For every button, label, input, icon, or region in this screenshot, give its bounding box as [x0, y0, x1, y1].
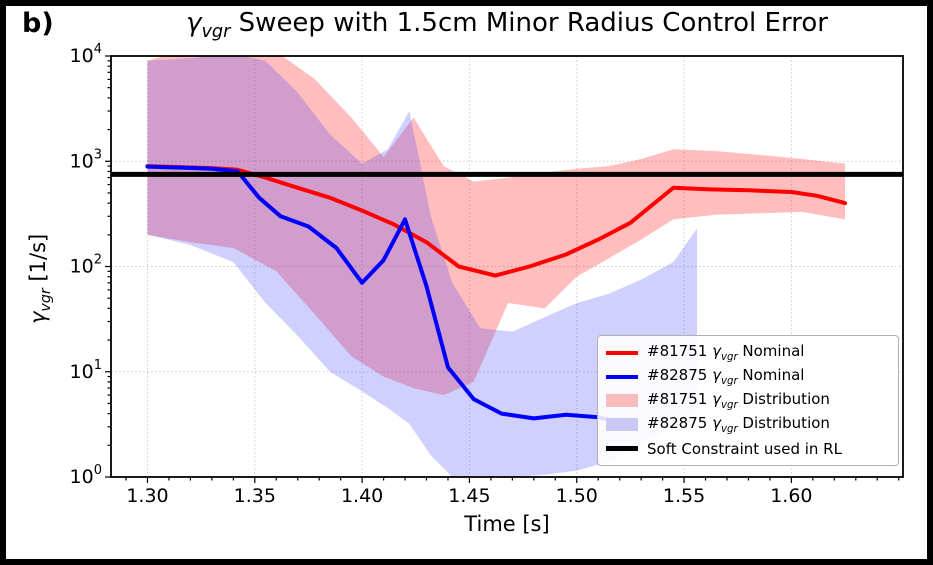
svg-text:100: 100: [70, 463, 102, 488]
svg-text:1.40: 1.40: [341, 485, 383, 507]
legend-swatch-line-0: [606, 350, 638, 355]
legend-item-label: #82875 γvgr Distribution: [647, 414, 830, 435]
plot-canvas: 1.30 1.35 1.40 1.45 1.50 1.55 1.60 100 101 102 103…: [70, 42, 904, 507]
ylabel-gamma-symbol: γ: [26, 311, 50, 324]
legend-item-label: #82875 γvgr Nominal: [647, 366, 805, 387]
distribution-band-0: [147, 56, 845, 396]
legend-item-0: #81751 γvgr Nominal: [606, 342, 890, 363]
svg-text:1.55: 1.55: [663, 485, 705, 507]
legend-item-label: #81751 γvgr Distribution: [647, 390, 830, 411]
title-gamma-symbol: γ: [186, 8, 202, 38]
tick-labels: 1.30 1.35 1.40 1.45 1.50 1.55 1.60 100 101 102 103…: [70, 42, 813, 507]
legend-item-4: Soft Constraint used in RL: [606, 438, 890, 459]
legend-item-3: #82875 γvgr Distribution: [606, 414, 890, 435]
plot-legend: #81751 γvgr Nominal #82875 γvgr Nominal #8…: [597, 335, 899, 466]
nominal-line-1: [145, 164, 622, 425]
y-axis-label: γvgr [1/s]: [26, 234, 54, 324]
legend-item-1: #82875 γvgr Nominal: [606, 366, 890, 387]
svg-text:101: 101: [70, 358, 102, 383]
chart-title: γvgr Sweep with 1.5cm Minor Radius Contr…: [101, 8, 913, 42]
svg-text:104: 104: [70, 42, 102, 67]
svg-text:1.50: 1.50: [556, 485, 598, 507]
svg-text:1.60: 1.60: [770, 485, 812, 507]
panel-label: b): [22, 8, 54, 39]
legend-item-label: #81751 γvgr Nominal: [647, 342, 805, 363]
ylabel-units: [1/s]: [26, 233, 50, 289]
title-gamma-subscript: vgr: [201, 22, 231, 43]
legend-swatch-patch-3: [606, 418, 638, 431]
ylabel-gamma-subscript: vgr: [38, 288, 55, 312]
legend-swatch-line-1: [606, 374, 638, 379]
svg-text:1.45: 1.45: [448, 485, 490, 507]
svg-text:103: 103: [70, 147, 102, 172]
svg-text:1.30: 1.30: [126, 485, 168, 507]
x-axis-label: Time [s]: [464, 512, 550, 536]
legend-item-label: Soft Constraint used in RL: [647, 439, 842, 458]
tick-marks: [105, 55, 900, 483]
legend-swatch-patch-2: [606, 394, 638, 407]
svg-text:102: 102: [70, 253, 102, 278]
legend-swatch-line-4: [606, 446, 638, 451]
title-text: Sweep with 1.5cm Minor Radius Control Er…: [230, 8, 828, 38]
legend-item-2: #81751 γvgr Distribution: [606, 390, 890, 411]
svg-text:1.35: 1.35: [234, 485, 276, 507]
figure-panel: b) γvgr Sweep with 1.5cm Minor Radius Co…: [6, 6, 927, 559]
